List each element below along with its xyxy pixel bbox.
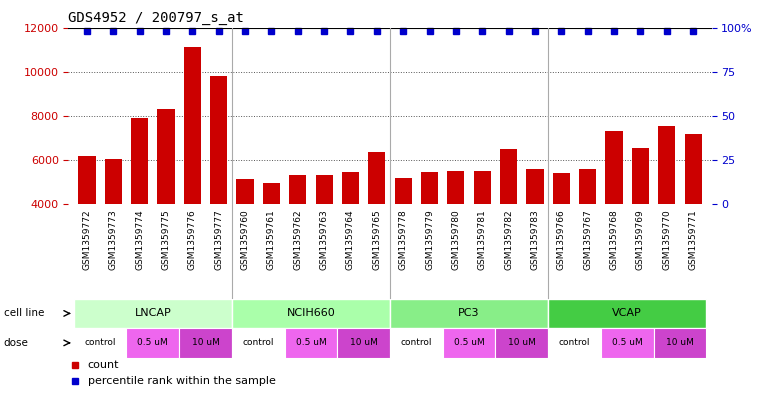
Text: 10 uM: 10 uM	[666, 338, 694, 347]
Bar	[131, 118, 148, 204]
Bar	[654, 328, 706, 358]
Bar	[342, 172, 359, 204]
Text: GDS4952 / 200797_s_at: GDS4952 / 200797_s_at	[68, 11, 244, 25]
Text: NCIH660: NCIH660	[287, 309, 336, 318]
Text: GSM1359775: GSM1359775	[161, 209, 170, 270]
Bar	[232, 299, 390, 328]
Text: GSM1359767: GSM1359767	[583, 209, 592, 270]
Text: cell line: cell line	[4, 309, 44, 318]
Text: control: control	[84, 338, 116, 347]
Text: GSM1359779: GSM1359779	[425, 209, 434, 270]
Bar	[126, 328, 179, 358]
Bar	[78, 156, 95, 204]
Bar	[548, 328, 601, 358]
Bar	[473, 171, 491, 204]
Text: GSM1359766: GSM1359766	[557, 209, 566, 270]
Bar	[500, 149, 517, 204]
Text: count: count	[88, 360, 119, 371]
Bar	[390, 328, 443, 358]
Text: percentile rank within the sample: percentile rank within the sample	[88, 376, 275, 386]
Text: GSM1359769: GSM1359769	[636, 209, 645, 270]
Text: GSM1359765: GSM1359765	[372, 209, 381, 270]
Text: VCAP: VCAP	[613, 309, 642, 318]
Bar	[368, 152, 385, 204]
Text: GSM1359782: GSM1359782	[504, 209, 513, 270]
Text: GSM1359777: GSM1359777	[214, 209, 223, 270]
Bar	[237, 179, 253, 204]
Bar	[289, 175, 307, 204]
Bar	[158, 109, 174, 204]
Bar	[316, 174, 333, 204]
Text: GSM1359764: GSM1359764	[346, 209, 355, 270]
Bar	[658, 126, 675, 204]
Bar	[263, 183, 280, 204]
Bar	[105, 159, 122, 204]
Text: 0.5 uM: 0.5 uM	[295, 338, 326, 347]
Bar	[685, 134, 702, 204]
Bar	[421, 172, 438, 204]
Bar	[210, 76, 228, 204]
Bar	[390, 299, 548, 328]
Text: GSM1359771: GSM1359771	[689, 209, 698, 270]
Bar	[395, 178, 412, 204]
Text: GSM1359781: GSM1359781	[478, 209, 487, 270]
Text: 10 uM: 10 uM	[192, 338, 219, 347]
Bar	[606, 131, 622, 204]
Text: 0.5 uM: 0.5 uM	[138, 338, 168, 347]
Text: 10 uM: 10 uM	[350, 338, 377, 347]
Bar	[552, 173, 570, 204]
Text: 10 uM: 10 uM	[508, 338, 536, 347]
Bar	[548, 299, 706, 328]
Text: control: control	[559, 338, 591, 347]
Text: GSM1359761: GSM1359761	[267, 209, 276, 270]
Bar	[232, 328, 285, 358]
Bar	[632, 148, 649, 204]
Text: GSM1359768: GSM1359768	[610, 209, 619, 270]
Bar	[447, 171, 464, 204]
Text: GSM1359773: GSM1359773	[109, 209, 118, 270]
Bar	[579, 169, 596, 204]
Text: GSM1359763: GSM1359763	[320, 209, 329, 270]
Text: control: control	[400, 338, 432, 347]
Text: dose: dose	[4, 338, 29, 348]
Bar	[443, 328, 495, 358]
Bar	[74, 328, 126, 358]
Text: GSM1359783: GSM1359783	[530, 209, 540, 270]
Text: 0.5 uM: 0.5 uM	[612, 338, 642, 347]
Bar	[337, 328, 390, 358]
Text: LNCAP: LNCAP	[135, 309, 171, 318]
Text: control: control	[243, 338, 274, 347]
Text: GSM1359762: GSM1359762	[293, 209, 302, 270]
Text: GSM1359774: GSM1359774	[135, 209, 144, 270]
Bar	[527, 169, 543, 204]
Text: GSM1359780: GSM1359780	[451, 209, 460, 270]
Text: GSM1359770: GSM1359770	[662, 209, 671, 270]
Text: 0.5 uM: 0.5 uM	[454, 338, 485, 347]
Bar	[179, 328, 232, 358]
Bar	[495, 328, 548, 358]
Bar	[285, 328, 337, 358]
Bar	[601, 328, 654, 358]
Text: GSM1359760: GSM1359760	[240, 209, 250, 270]
Bar	[74, 299, 232, 328]
Text: GSM1359772: GSM1359772	[82, 209, 91, 270]
Bar	[184, 48, 201, 204]
Text: PC3: PC3	[458, 309, 480, 318]
Text: GSM1359776: GSM1359776	[188, 209, 197, 270]
Text: GSM1359778: GSM1359778	[399, 209, 408, 270]
